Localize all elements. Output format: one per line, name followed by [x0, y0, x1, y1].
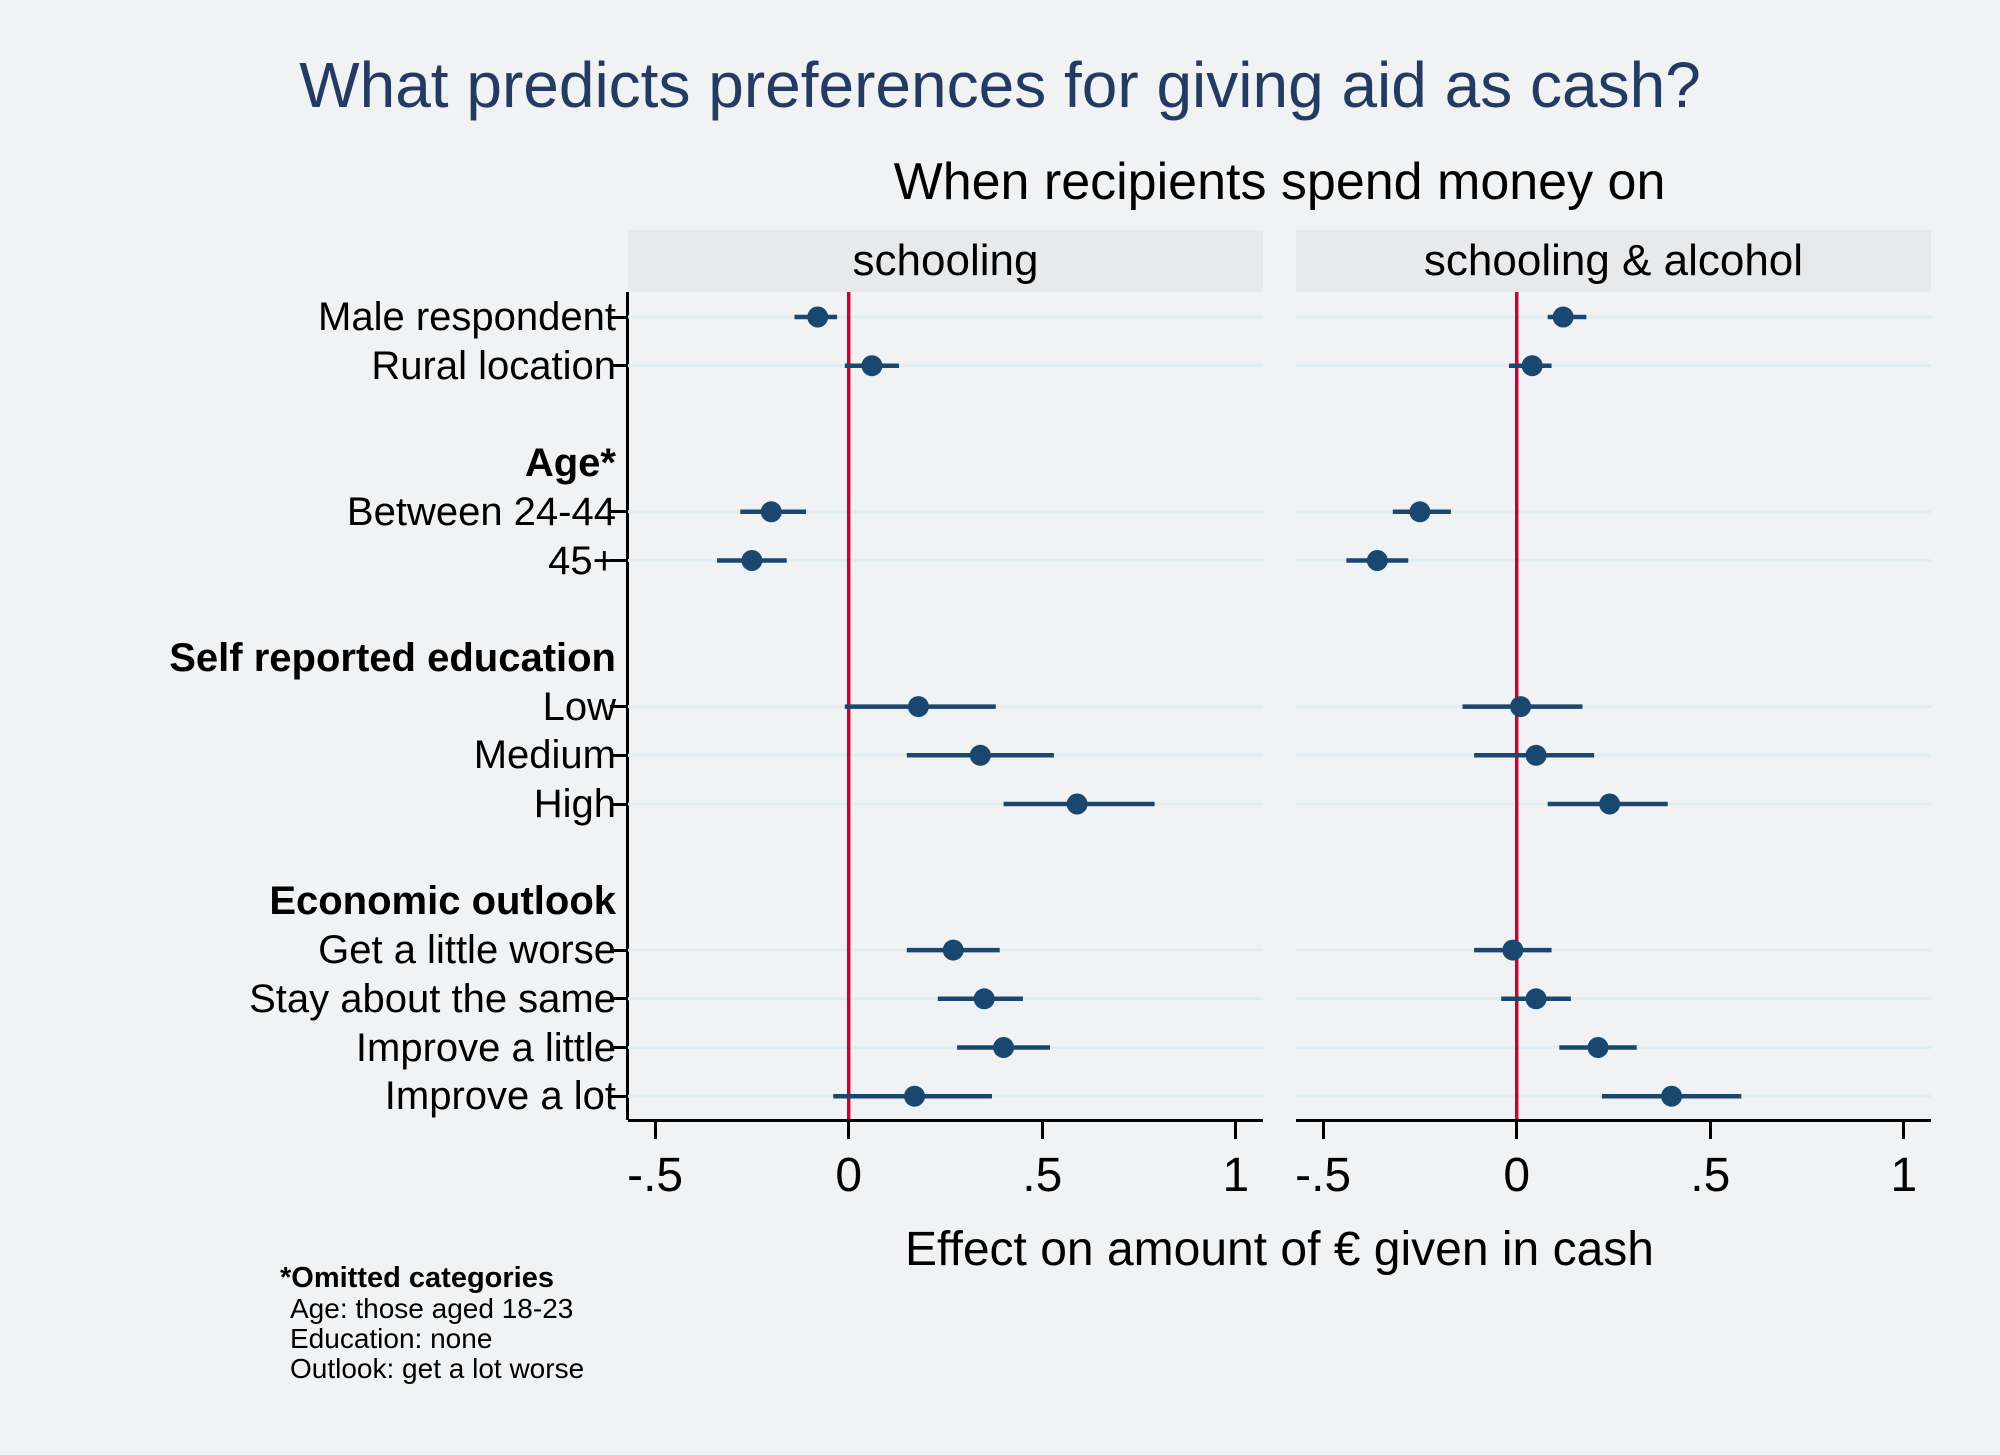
x-tick-label: .5 — [1022, 1149, 1063, 1202]
point-estimate — [973, 988, 995, 1010]
footnote-heading: *Omitted categories — [280, 1262, 554, 1294]
footnote-line-outlook: Outlook: get a lot worse — [290, 1353, 585, 1384]
x-axis-tick — [1708, 1122, 1712, 1139]
point-estimate — [1599, 793, 1621, 815]
x-tick-label: 0 — [1503, 1149, 1531, 1202]
point-estimate — [1587, 1037, 1609, 1058]
y-axis-tick — [610, 753, 628, 757]
y-axis-spine — [626, 292, 629, 1120]
y-axis-tick — [610, 997, 628, 1001]
y-axis-tick — [610, 1046, 628, 1049]
panel-header-schooling: schooling — [628, 230, 1263, 292]
y-axis-tick — [610, 1094, 628, 1098]
y-label-economic-outlook: Economic outlook — [269, 879, 616, 924]
point-estimate — [1366, 550, 1388, 571]
x-axis-tick — [1515, 1122, 1519, 1139]
y-axis-tick — [610, 948, 628, 952]
point-estimate — [1409, 501, 1431, 523]
y-label-male-respondent: Male respondent — [318, 295, 616, 339]
x-axis-title: Effect on amount of € given in cash — [905, 1223, 1654, 1276]
plot-panel-schooling — [628, 292, 1263, 1120]
y-label-improve-a-little: Improve a little — [355, 1025, 616, 1070]
x-axis-tick — [1902, 1122, 1906, 1139]
chart-subtitle: When recipients spend money on — [893, 153, 1666, 211]
y-label-medium: Medium — [473, 733, 616, 778]
y-axis-tick — [610, 802, 628, 806]
y-axis-tick — [610, 510, 628, 514]
point-estimate — [1510, 696, 1532, 718]
x-axis-tick — [847, 1122, 851, 1139]
point-estimate — [1525, 744, 1547, 766]
x-axis-tick — [1321, 1122, 1325, 1139]
y-label-stay-about-the-same: Stay about the same — [249, 976, 616, 1021]
x-tick-label: -.5 — [1295, 1149, 1352, 1202]
x-axis-tick — [653, 1122, 657, 1139]
y-label-45-: 45+ — [548, 538, 616, 583]
panel-header-schooling-alcohol: schooling & alcohol — [1296, 230, 1931, 292]
point-estimate — [861, 355, 883, 377]
y-axis-tick — [610, 559, 628, 562]
point-estimate — [1661, 1085, 1683, 1107]
point-estimate — [969, 744, 991, 766]
y-label-rural-location: Rural location — [371, 343, 616, 388]
point-estimate — [741, 550, 763, 571]
y-label-between-24-44: Between 24-44 — [346, 489, 616, 534]
x-tick-label: .5 — [1690, 1149, 1731, 1202]
chart-title: What predicts preferences for giving aid… — [299, 49, 1701, 121]
y-axis-tick — [610, 315, 628, 319]
plot-panel-schooling-alcohol — [1296, 292, 1931, 1120]
y-label-low: Low — [542, 684, 616, 729]
y-label-improve-a-lot: Improve a lot — [384, 1074, 616, 1119]
y-label-get-a-little-worse: Get a little worse — [318, 928, 616, 973]
x-tick-label: -.5 — [627, 1149, 684, 1202]
y-label-age-: Age* — [524, 441, 616, 486]
point-estimate — [904, 1085, 926, 1107]
y-label-self-reported-education: Self reported education — [169, 635, 616, 680]
x-axis-line — [1296, 1119, 1931, 1122]
x-axis-tick — [1040, 1122, 1044, 1139]
footnote-line-age: Age: those aged 18-23 — [290, 1293, 574, 1324]
x-tick-label: 1 — [1890, 1149, 1918, 1202]
point-estimate — [1552, 306, 1574, 328]
x-tick-label: 0 — [835, 1149, 863, 1202]
point-estimate — [807, 306, 829, 328]
point-estimate — [1502, 939, 1524, 961]
point-estimate — [993, 1037, 1015, 1058]
point-estimate — [1066, 793, 1088, 815]
point-estimate — [760, 501, 782, 523]
y-axis-tick — [610, 705, 628, 709]
y-label-high: High — [533, 782, 616, 826]
point-estimate — [942, 939, 964, 961]
x-axis-line — [628, 1119, 1263, 1122]
x-tick-label: 1 — [1222, 1149, 1250, 1202]
y-axis-tick — [610, 364, 628, 368]
x-axis-tick — [1234, 1122, 1238, 1139]
footnote-line-education: Education: none — [290, 1323, 493, 1354]
footnote: *Omitted categories Age: those aged 18-2… — [280, 1262, 584, 1384]
point-estimate — [907, 696, 929, 718]
point-estimate — [1525, 988, 1547, 1010]
point-estimate — [1521, 355, 1543, 377]
